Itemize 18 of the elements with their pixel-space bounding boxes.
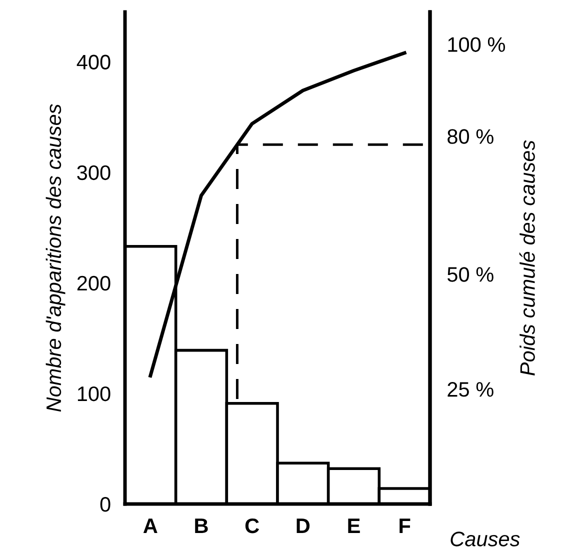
y-tick-label: 400 [76,54,110,70]
y2-axis-title: Poids cumulé des causes [519,140,535,376]
y2-tick-label: 25 % [448,382,494,397]
y2-tick-label: 80 % [448,129,494,144]
y-tick-label: 0 [100,497,110,512]
x-axis-title: Causes [450,532,520,546]
x-tick-label: C [245,518,260,534]
x-tick-label: E [348,518,360,533]
y-tick-label: 100 [78,386,110,402]
x-tick-label: D [296,518,310,533]
x-tick-label: B [195,518,208,533]
y-tick-label: 200 [77,276,110,291]
y-axis-title: Nombre d'apparitions des causes [46,104,66,412]
y2-tick-label: 50 % [448,267,494,282]
y2-tick-label: 100 % [448,37,505,52]
x-tick-label: F [400,518,410,533]
x-tick-label: A [143,518,158,533]
y-tick-label: 300 [77,165,110,180]
